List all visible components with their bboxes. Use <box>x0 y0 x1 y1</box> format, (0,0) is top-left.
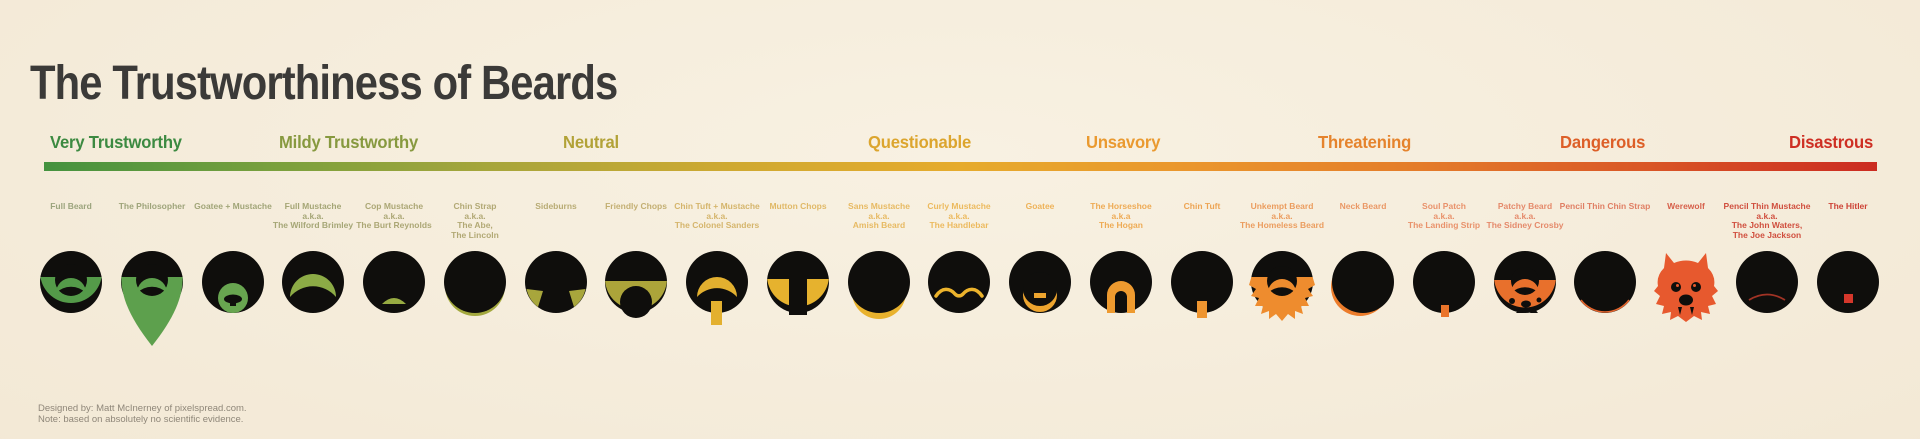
chin-tuft-icon <box>1169 251 1235 351</box>
full-beard-icon <box>38 251 104 351</box>
beard-item: Chin Tuft <box>1137 0 1267 439</box>
beard-item: Chin Tuft + Mustache a.k.a. The Colonel Sa… <box>652 0 782 439</box>
beard-label: Sideburns <box>535 201 577 211</box>
beard-item: The Hitler <box>1783 0 1913 439</box>
mutton-chops-icon <box>765 251 831 351</box>
beard-item: Goatee <box>975 0 1105 439</box>
beard-label: Mutton Chops <box>769 201 827 211</box>
beard-label: Friendly Chops <box>605 201 667 211</box>
beard-item: Unkempt Beard a.k.a. The Homeless Beard <box>1217 0 1347 439</box>
amish-beard-icon <box>846 251 912 351</box>
beard-item: Chin Strap a.k.a. The Abe, The Lincoln <box>410 0 540 439</box>
beard-item: Full Beard <box>6 0 136 439</box>
beard-label: The Horseshoe a.k.a The Hogan <box>1090 201 1152 230</box>
gradient-bar <box>44 162 1877 171</box>
werewolf-icon <box>1653 251 1719 351</box>
beard-label: Werewolf <box>1667 201 1705 211</box>
beard-item: Soul Patch a.k.a. The Landing Strip <box>1379 0 1509 439</box>
beard-label: Goatee + Mustache <box>194 201 272 211</box>
neck-beard-icon <box>1330 251 1396 351</box>
sideburns-icon <box>523 251 589 351</box>
category-label-questionable: Questionable <box>868 132 972 152</box>
category-label-unsavory: Unsavory <box>1086 132 1161 152</box>
beard-label: The Hitler <box>1828 201 1868 211</box>
hitler-icon <box>1815 251 1881 351</box>
patchy-beard-icon <box>1492 251 1558 351</box>
beard-label: Cop Mustache a.k.a. The Burt Reynolds <box>356 201 432 230</box>
beard-item: Sideburns <box>491 0 621 439</box>
pencil-mustache-icon <box>1734 251 1800 351</box>
philosopher-icon <box>119 251 185 351</box>
beard-item: Friendly Chops <box>571 0 701 439</box>
beard-label: Neck Beard <box>1339 201 1387 211</box>
beard-label: Full Beard <box>50 201 92 211</box>
beard-item: The Horseshoe a.k.a The Hogan <box>1056 0 1186 439</box>
beard-item: Werewolf <box>1621 0 1751 439</box>
beard-item: Sans Mustache a.k.a. Amish Beard <box>814 0 944 439</box>
category-label-mildy-trustworthy: Mildy Trustworthy <box>279 132 419 152</box>
beard-label: Soul Patch a.k.a. The Landing Strip <box>1407 201 1481 230</box>
beard-label: Pencil Thin Mustache a.k.a. The John Water… <box>1723 201 1811 240</box>
goatee-icon <box>1007 251 1073 351</box>
beard-label: Sans Mustache a.k.a. Amish Beard <box>848 201 910 230</box>
beard-item: Cop Mustache a.k.a. The Burt Reynolds <box>329 0 459 439</box>
page-title: The Trustworthiness of Beards <box>30 57 618 111</box>
beard-item: Neck Beard <box>1298 0 1428 439</box>
chin-tuft-mustache-icon <box>684 251 750 351</box>
handlebar-icon <box>926 251 992 351</box>
category-label-disastrous: Disastrous <box>1789 132 1874 152</box>
beard-label: Goatee <box>1025 201 1055 211</box>
pencil-chin-strap-icon <box>1572 251 1638 351</box>
category-label-neutral: Neutral <box>563 132 619 152</box>
beard-label: Full Mustache a.k.a. The Wilford Brimley <box>272 201 354 230</box>
disclaimer-line: Note: based on absolutely no scientific … <box>38 413 244 425</box>
beard-label: Chin Strap a.k.a. The Abe, The Lincoln <box>451 201 499 240</box>
category-label-very-trustworthy: Very Trustworthy <box>50 132 182 152</box>
beard-item: Curly Mustache a.k.a. The Handlebar <box>894 0 1024 439</box>
beard-item: Full Mustache a.k.a. The Wilford Brimley <box>248 0 378 439</box>
unkempt-beard-icon <box>1249 251 1315 351</box>
beard-label: Chin Tuft + Mustache a.k.a. The Colonel Sa… <box>674 201 760 230</box>
chin-strap-icon <box>442 251 508 351</box>
beard-item: Pencil Thin Chin Strap <box>1540 0 1670 439</box>
beard-label: Pencil Thin Chin Strap <box>1559 201 1651 211</box>
full-mustache-icon <box>280 251 346 351</box>
soul-patch-icon <box>1411 251 1477 351</box>
beard-label: Curly Mustache a.k.a. The Handlebar <box>927 201 991 230</box>
beard-item: Patchy Beard a.k.a. The Sidney Crosby <box>1460 0 1590 439</box>
beard-item: The Philosopher <box>87 0 217 439</box>
beard-label: Unkempt Beard a.k.a. The Homeless Beard <box>1239 201 1325 230</box>
beard-label: The Philosopher <box>118 201 186 211</box>
footer: Designed by: Matt McInerney of pixelspre… <box>38 403 247 425</box>
category-label-dangerous: Dangerous <box>1560 132 1646 152</box>
cop-mustache-icon <box>361 251 427 351</box>
beard-label: Chin Tuft <box>1183 201 1221 211</box>
beard-item: Goatee + Mustache <box>168 0 298 439</box>
beard-label: Patchy Beard a.k.a. The Sidney Crosby <box>1486 201 1564 230</box>
horseshoe-icon <box>1088 251 1154 351</box>
beard-item: Pencil Thin Mustache a.k.a. The John Water… <box>1702 0 1832 439</box>
goatee-mustache-icon <box>200 251 266 351</box>
credit-line: Designed by: Matt McInerney of pixelspre… <box>38 403 247 414</box>
category-label-threatening: Threatening <box>1318 132 1412 152</box>
friendly-chops-icon <box>603 251 669 351</box>
beard-item: Mutton Chops <box>733 0 863 439</box>
